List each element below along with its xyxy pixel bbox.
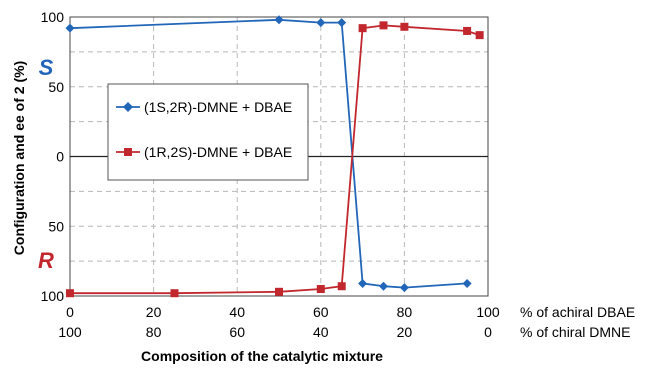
x-tick-label-chiral: 40 <box>313 324 329 340</box>
legend-marker-1 <box>123 102 133 112</box>
data-point <box>399 283 409 293</box>
legend-item-1: (1S,2R)-DMNE + DBAE <box>116 99 292 115</box>
legend-label-2: (1R,2S)-DMNE + DBAE <box>144 144 292 160</box>
data-point <box>358 278 368 288</box>
x-tick-label-chiral: 0 <box>484 324 492 340</box>
y-tick-label: 50 <box>48 218 64 234</box>
legend-box <box>107 83 309 181</box>
data-point <box>316 285 325 294</box>
data-point <box>463 26 472 35</box>
x-tick-label-chiral: 20 <box>397 324 413 340</box>
legend: (1S,2R)-DMNE + DBAE (1R,2S)-DMNE + DBAE <box>107 83 309 181</box>
legend-item-2: (1R,2S)-DMNE + DBAE <box>116 144 292 160</box>
x-tick-label-chiral: 80 <box>146 324 162 340</box>
legend-label-1: (1S,2R)-DMNE + DBAE <box>144 99 292 115</box>
x-tick-label-achiral: 0 <box>66 304 74 320</box>
y-tick-label: 50 <box>48 79 64 95</box>
data-point <box>316 18 326 28</box>
x-row-label-chiral: % of chiral DMNE <box>520 324 630 340</box>
data-point <box>400 22 409 31</box>
series-line-2 <box>70 24 480 295</box>
data-point <box>274 15 284 25</box>
data-point <box>66 289 74 298</box>
x-tick-label-chiral: 60 <box>229 324 245 340</box>
data-point <box>337 282 346 291</box>
y-region-label-r: R <box>38 248 54 273</box>
y-tick-label: 100 <box>41 288 65 304</box>
x-tick-label-achiral: 60 <box>313 304 329 320</box>
x-tick-label-achiral: 100 <box>476 304 500 320</box>
data-point <box>65 23 75 33</box>
data-point <box>275 287 283 296</box>
legend-marker-2 <box>124 148 132 156</box>
x-tick-label-chiral: 100 <box>58 324 82 340</box>
data-point <box>462 278 472 288</box>
data-point <box>379 281 388 291</box>
data-point <box>379 21 388 30</box>
series-layer <box>65 15 484 298</box>
data-point <box>170 289 179 298</box>
y-tick-label: 0 <box>56 149 64 165</box>
series-2 <box>66 21 484 298</box>
y-tick-labels: 100 50 0 50 100 <box>41 9 65 304</box>
y-axis-title: Configuration and ee of 2 (%) <box>11 61 27 255</box>
x-tick-label-achiral: 40 <box>229 304 245 320</box>
y-tick-label: 100 <box>41 9 65 25</box>
x-tick-label-achiral: 80 <box>397 304 413 320</box>
data-point <box>337 18 347 28</box>
x-axis-title: Composition of the catalytic mixture <box>141 348 383 364</box>
data-point <box>358 24 367 33</box>
x-tick-label-achiral: 20 <box>146 304 162 320</box>
x-tick-labels: 0 20 40 60 80 100 100 80 60 40 20 0 <box>58 304 500 340</box>
data-point <box>475 31 484 40</box>
x-row-label-achiral: % of achiral DBAE <box>520 304 635 320</box>
y-region-label-s: S <box>39 55 54 80</box>
